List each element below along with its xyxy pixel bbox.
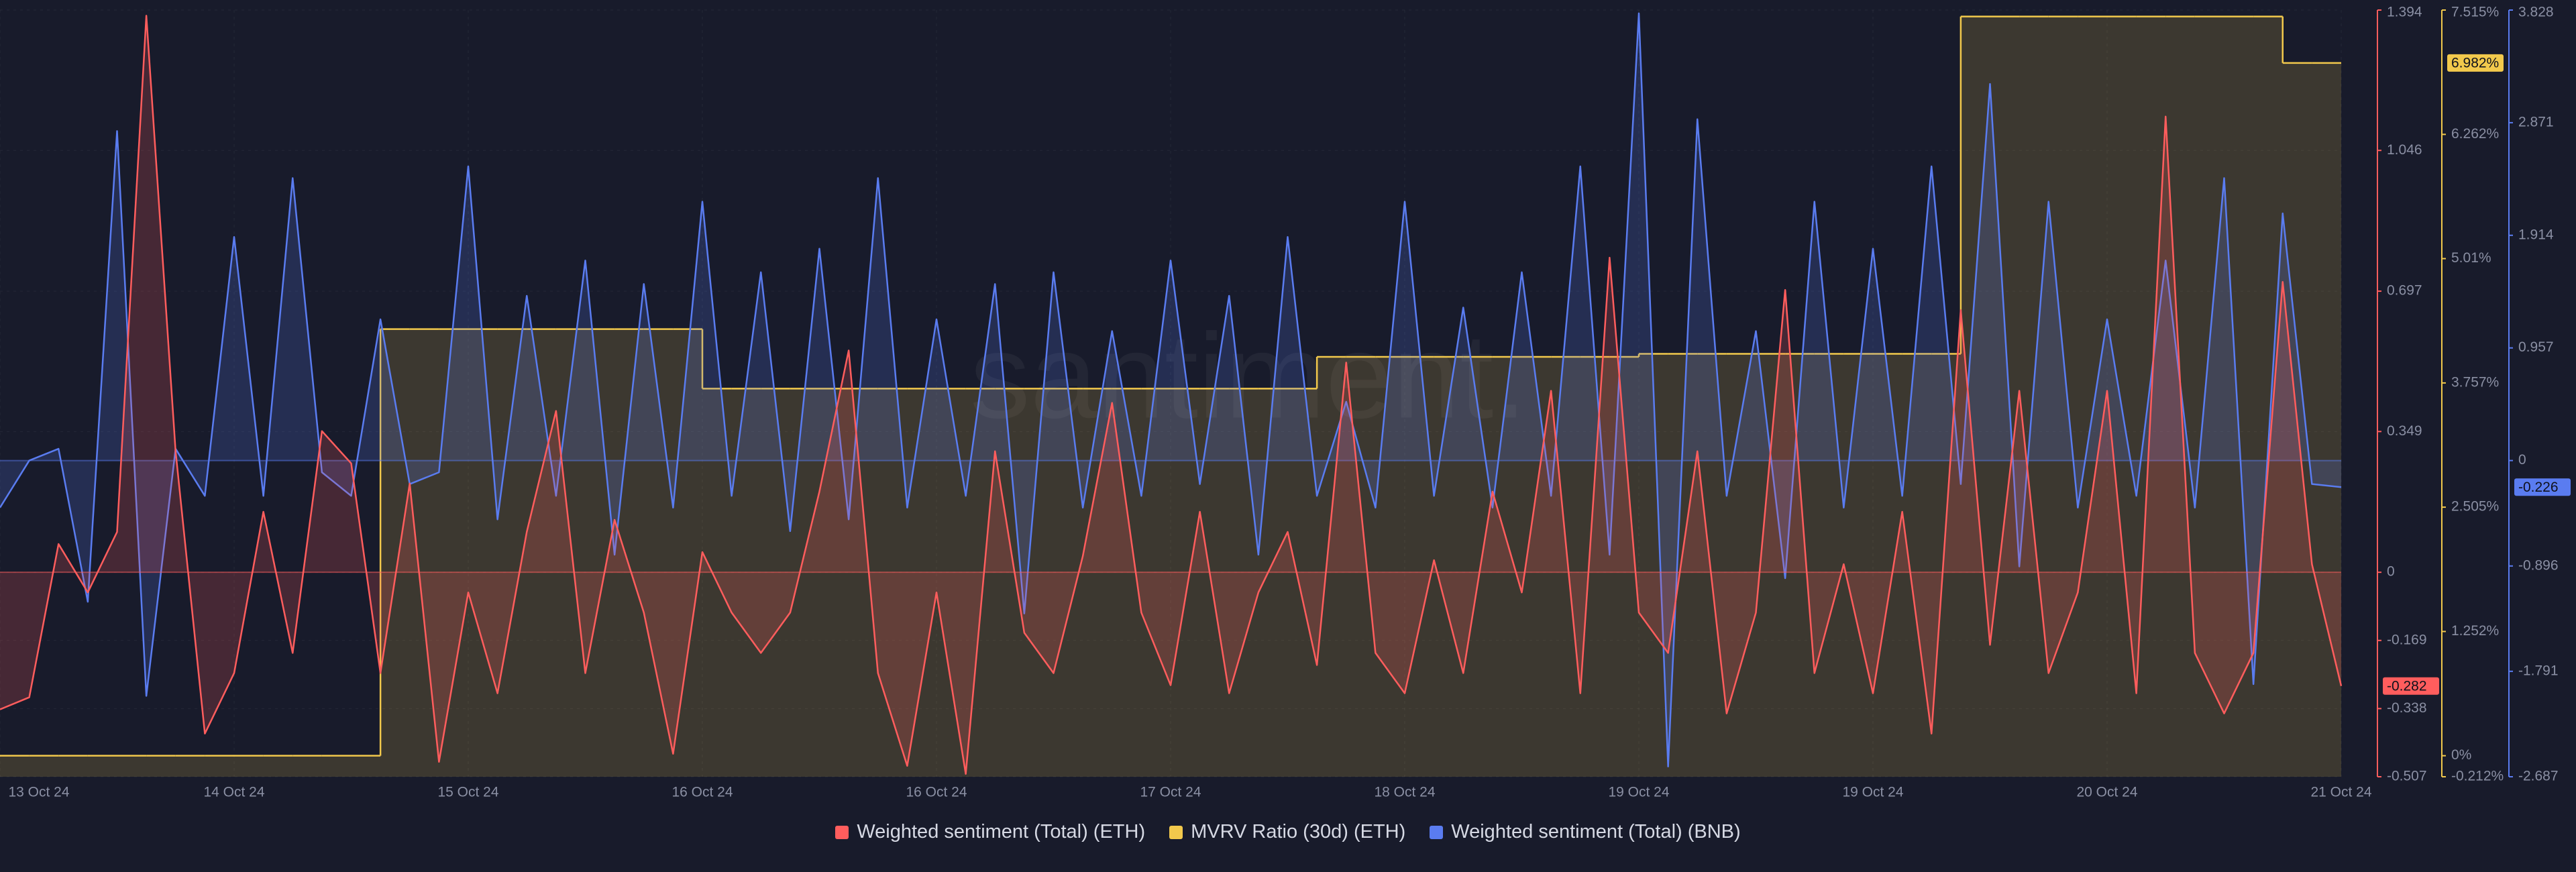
line bbox=[0, 15, 2343, 775]
x-tick-label: 16 Oct 24 bbox=[906, 785, 967, 800]
x-tick-label: 18 Oct 24 bbox=[1374, 785, 1435, 800]
legend-swatch bbox=[1430, 825, 1444, 839]
value-badge-label: -0.226 bbox=[2518, 480, 2559, 495]
y-tick-label: -0.338 bbox=[2387, 700, 2427, 716]
y-tick-label: 1.914 bbox=[2518, 227, 2554, 242]
y-tick-label: 5.01% bbox=[2451, 250, 2491, 266]
y-tick-label: -1.791 bbox=[2518, 663, 2559, 678]
value-badge-label: 6.982% bbox=[2451, 55, 2499, 70]
y-tick-label: 1.046 bbox=[2387, 142, 2422, 158]
legend-item[interactable]: Weighted sentiment (Total) (ETH) bbox=[835, 821, 1145, 843]
y-tick-label: 2.505% bbox=[2451, 499, 2499, 514]
value-badge-label: -0.282 bbox=[2387, 678, 2427, 694]
x-tick-label: 19 Oct 24 bbox=[1608, 785, 1669, 800]
legend-label: Weighted sentiment (Total) (BNB) bbox=[1451, 821, 1741, 842]
legend-label: Weighted sentiment (Total) (ETH) bbox=[857, 821, 1146, 842]
y-tick-label: 0.349 bbox=[2387, 423, 2422, 439]
legend-item[interactable]: MVRV Ratio (30d) (ETH) bbox=[1169, 821, 1405, 843]
y-tick-label: 0 bbox=[2518, 452, 2526, 468]
line bbox=[0, 12, 2342, 767]
y-tick-label: 3.828 bbox=[2518, 5, 2554, 20]
y-tick-label: -0.507 bbox=[2387, 769, 2427, 784]
x-tick-label: 21 Oct 24 bbox=[2310, 785, 2371, 800]
legend-swatch bbox=[835, 825, 849, 839]
x-tick-label: 13 Oct 24 bbox=[8, 785, 69, 800]
y-tick-label: -0.896 bbox=[2518, 557, 2559, 573]
y-tick-label: 1.252% bbox=[2451, 623, 2499, 639]
legend: Weighted sentiment (Total) (ETH) MVRV Rat… bbox=[0, 821, 2576, 843]
legend-swatch bbox=[1169, 825, 1183, 839]
value-badge bbox=[2447, 54, 2504, 72]
x-tick-label: 17 Oct 24 bbox=[1140, 785, 1201, 800]
y-tick-label: 0 bbox=[2387, 564, 2395, 580]
x-tick-label: 19 Oct 24 bbox=[1842, 785, 1903, 800]
y-tick-label: 1.394 bbox=[2387, 5, 2422, 20]
x-tick-label: 14 Oct 24 bbox=[203, 785, 264, 800]
area bbox=[0, 15, 2341, 774]
y-tick-label: -0.169 bbox=[2387, 632, 2427, 647]
y-tick-label: 2.871 bbox=[2518, 114, 2554, 129]
legend-label: MVRV Ratio (30d) (ETH) bbox=[1191, 821, 1406, 842]
y-tick-label: 7.515% bbox=[2451, 5, 2499, 20]
y-tick-label: -2.687 bbox=[2518, 769, 2559, 784]
legend-item[interactable]: Weighted sentiment (Total) (BNB) bbox=[1430, 821, 1741, 843]
x-tick-label: 15 Oct 24 bbox=[437, 785, 498, 800]
y-tick-label: 3.757% bbox=[2451, 374, 2499, 390]
y-tick-label: 0.957 bbox=[2518, 339, 2554, 355]
x-tick-label: 16 Oct 24 bbox=[672, 785, 733, 800]
area bbox=[0, 13, 2341, 767]
value-badge bbox=[2514, 478, 2571, 496]
y-tick-label: -0.212% bbox=[2451, 769, 2504, 784]
y-tick-label: 0.697 bbox=[2387, 283, 2422, 298]
value-badge bbox=[2383, 677, 2439, 695]
y-tick-label: 6.262% bbox=[2451, 126, 2499, 142]
x-tick-label: 20 Oct 24 bbox=[2076, 785, 2137, 800]
area bbox=[0, 16, 2341, 777]
chart: santiment. -0.507 -0.338 -0.169 0 0.349 0.697… bbox=[0, 5, 2571, 800]
watermark: santiment. bbox=[970, 309, 1527, 444]
y-tick-label: 0% bbox=[2451, 747, 2471, 763]
